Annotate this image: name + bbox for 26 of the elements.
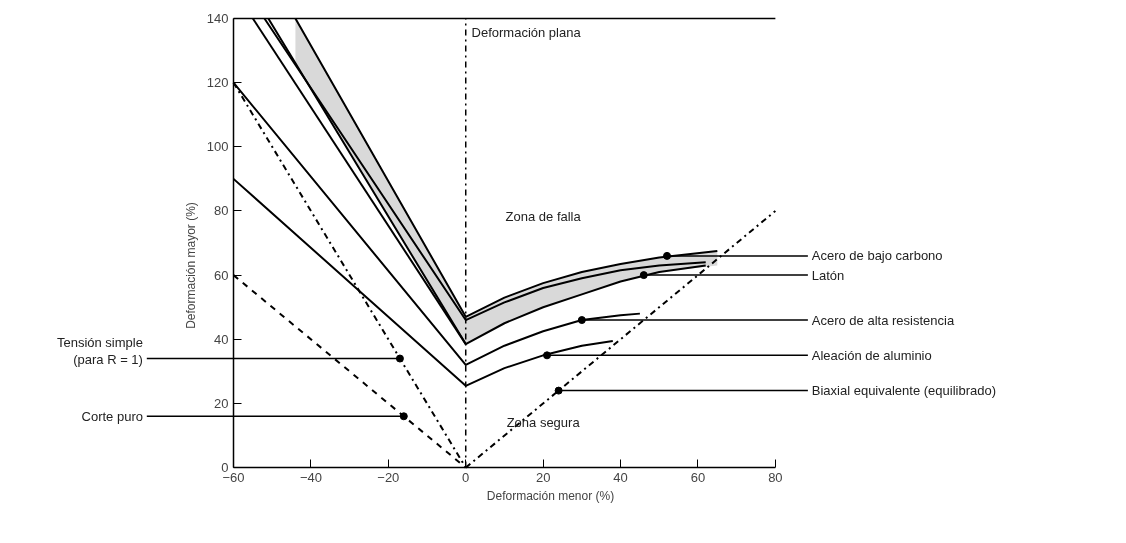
x-tick-label: 60 — [690, 469, 706, 485]
x-axis-title: Deformación menor (%) — [486, 488, 615, 503]
annotation: Zona segura — [506, 415, 581, 431]
x-tick-label: 40 — [613, 469, 628, 485]
y-tick-label: 20 — [214, 395, 229, 411]
annotation: Latón — [811, 267, 845, 283]
annotation: Corte puro — [81, 408, 143, 424]
annotation: Aleación de aluminio — [811, 347, 932, 363]
y-axis-title: Deformación mayor (%) — [183, 202, 198, 329]
annotation: Biaxial equivalente (equilibrado) — [811, 383, 997, 399]
y-tick-label: 80 — [214, 203, 229, 219]
x-tick-label: 80 — [768, 469, 783, 485]
y-tick-label: 60 — [214, 267, 229, 283]
x-tick-label: 0 — [462, 469, 470, 485]
y-tick-label: 140 — [206, 10, 229, 26]
annotation: Acero de bajo carbono — [811, 248, 943, 264]
x-tick-label: −40 — [299, 469, 322, 485]
annotation: Zona de falla — [505, 208, 582, 224]
annotation: Acero de alta resistencia — [811, 312, 955, 328]
ref-line-label: Deformación plana — [471, 24, 582, 40]
x-tick-label: −20 — [377, 469, 400, 485]
annotation: Tensión simple (para R = 1) — [56, 335, 143, 367]
x-tick-label: 20 — [535, 469, 551, 485]
y-tick-label: 100 — [206, 139, 229, 155]
y-tick-label: 40 — [214, 331, 229, 347]
y-tick-label: 120 — [206, 75, 229, 91]
